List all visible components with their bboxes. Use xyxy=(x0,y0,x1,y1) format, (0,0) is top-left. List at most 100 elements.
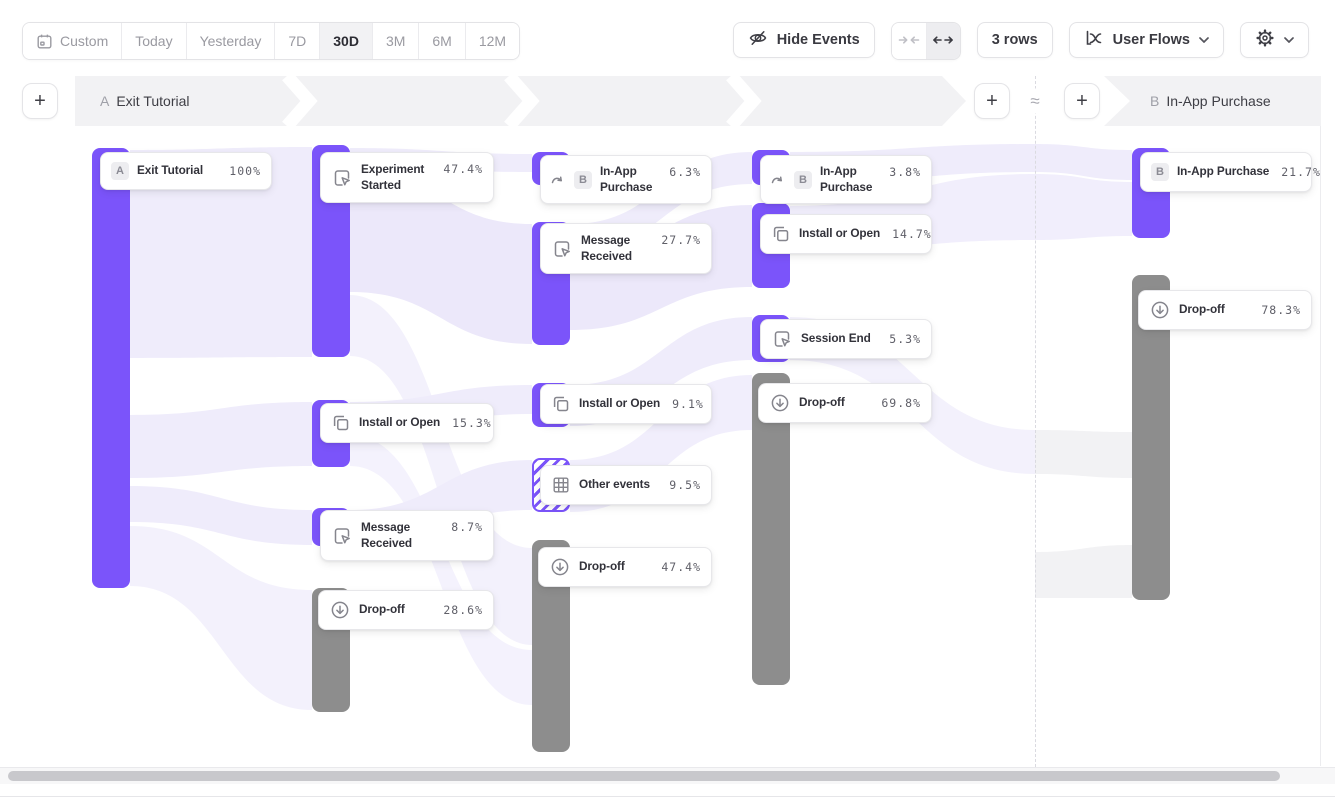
flow-card-drop-off[interactable]: Drop-off 78.3% xyxy=(1138,290,1312,330)
flow-node-label: Exit Tutorial xyxy=(137,163,203,178)
gear-icon xyxy=(1255,28,1275,52)
flow-node-label: Experiment Started xyxy=(361,162,425,192)
date-range-30d[interactable]: 30D xyxy=(319,23,372,59)
copy-icon xyxy=(331,413,351,433)
date-range-today[interactable]: Today xyxy=(121,23,186,59)
flow-b-header[interactable]: B In-App Purchase xyxy=(1104,76,1321,126)
grid-icon xyxy=(551,475,571,495)
flow-node-percent: 47.4% xyxy=(443,162,483,176)
horizontal-scrollbar-thumb[interactable] xyxy=(8,771,1280,781)
canvas-right-edge xyxy=(1320,76,1321,766)
rows-button[interactable]: 3 rows xyxy=(976,22,1053,58)
flow-card-session-end[interactable]: Session End 5.3% xyxy=(760,319,932,359)
date-range-label: Yesterday xyxy=(199,33,262,49)
flow-bar-exit-tutorial[interactable] xyxy=(92,148,130,588)
flow-card-install-or-open[interactable]: Install or Open 14.7% xyxy=(760,214,932,254)
flow-card-in-app-purchase[interactable]: B In-App Purchase 21.7% xyxy=(1140,152,1320,192)
flow-card-install-or-open[interactable]: Install or Open 9.1% xyxy=(540,384,712,424)
flow-card-drop-off[interactable]: Drop-off 69.8% xyxy=(758,383,932,423)
flow-card-in-app-purchase[interactable]: B In-App Purchase 6.3% xyxy=(540,155,712,204)
add-step-end-button[interactable]: + xyxy=(1064,83,1100,119)
flow-node-percent: 5.3% xyxy=(889,332,921,346)
flow-node-label: Install or Open xyxy=(799,226,881,241)
flow-node-percent: 69.8% xyxy=(881,396,921,410)
flow-node-label: Other events xyxy=(579,477,650,492)
flow-a-badge: A xyxy=(100,93,110,109)
settings-button[interactable] xyxy=(1240,22,1309,58)
flow-card-message-received[interactable]: Message Received 8.7% xyxy=(320,510,494,561)
flow-header: + A Exit Tutorial + ≈ + B In-App Purchas… xyxy=(0,76,1335,126)
chevron-down-icon xyxy=(1284,37,1294,43)
date-range-label: 6M xyxy=(432,33,452,49)
flow-node-percent: 8.7% xyxy=(451,520,483,534)
jump-icon xyxy=(771,173,786,186)
calendar-icon xyxy=(36,33,53,50)
collapse-expand-toggle xyxy=(890,22,961,60)
flow-node-label: Message Received xyxy=(581,233,633,263)
flow-badge-b: B xyxy=(1151,163,1169,181)
flow-node-label: Drop-off xyxy=(359,602,405,617)
collapse-columns-button[interactable] xyxy=(891,23,926,59)
flow-badge-a: A xyxy=(111,162,129,180)
flow-node-percent: 28.6% xyxy=(443,603,483,617)
flow-node-label: In-App Purchase xyxy=(600,164,653,194)
arrows-outward-icon xyxy=(932,34,954,49)
flow-node-label: Drop-off xyxy=(799,395,845,410)
flow-node-label: In-App Purchase xyxy=(820,164,873,194)
eye-off-icon xyxy=(748,28,768,52)
flow-node-label: Install or Open xyxy=(579,396,661,411)
view-selector-label: User Flows xyxy=(1112,32,1190,48)
flow-card-drop-off[interactable]: Drop-off 47.4% xyxy=(538,547,712,587)
date-range-6m[interactable]: 6M xyxy=(418,23,465,59)
dropoff-icon xyxy=(1149,299,1171,321)
add-step-before-end-button[interactable]: + xyxy=(974,83,1010,119)
flow-node-percent: 14.7% xyxy=(892,227,932,241)
jump-icon xyxy=(551,173,566,186)
flow-node-percent: 3.8% xyxy=(889,165,921,179)
date-range-yesterday[interactable]: Yesterday xyxy=(185,23,275,59)
expand-columns-button[interactable] xyxy=(925,23,960,59)
flow-card-message-received[interactable]: Message Received 27.7% xyxy=(540,223,712,274)
date-range-label: 7D xyxy=(288,33,307,49)
copy-icon xyxy=(771,224,791,244)
flow-node-percent: 27.7% xyxy=(661,233,701,247)
hide-events-button[interactable]: Hide Events xyxy=(732,22,875,58)
add-step-start-button[interactable]: + xyxy=(22,83,58,119)
date-range-custom[interactable]: Custom xyxy=(23,23,122,59)
flow-bar-drop-off[interactable] xyxy=(752,373,790,685)
flow-card-experiment-started[interactable]: Experiment Started 47.4% xyxy=(320,152,494,203)
toolbar: Custom Today Yesterday 7D 30D 3M 6M 12M Hide Ev… xyxy=(22,22,1309,60)
flow-card-other-events[interactable]: Other events 9.5% xyxy=(540,465,712,505)
dropoff-icon xyxy=(329,599,351,621)
date-range-label: 30D xyxy=(333,33,359,49)
date-range-label: 12M xyxy=(478,33,507,49)
flow-section-divider xyxy=(1035,76,1036,767)
flow-node-percent: 9.5% xyxy=(669,478,701,492)
flow-node-label: In-App Purchase xyxy=(1177,164,1270,179)
flow-card-exit-tutorial[interactable]: A Exit Tutorial 100% xyxy=(100,152,272,190)
arrows-inward-icon xyxy=(898,34,920,49)
flow-node-label: Session End xyxy=(801,331,871,346)
flow-card-drop-off[interactable]: Drop-off 28.6% xyxy=(318,590,494,630)
flow-card-install-or-open[interactable]: Install or Open 15.3% xyxy=(320,403,494,443)
flow-b-label: In-App Purchase xyxy=(1166,93,1271,109)
date-range-label: 3M xyxy=(385,33,406,49)
flow-b-badge: B xyxy=(1150,93,1160,109)
flow-node-label: Drop-off xyxy=(1179,302,1225,317)
flow-node-percent: 9.1% xyxy=(672,397,704,411)
flows-chart-icon xyxy=(1084,28,1104,52)
toolbar-right: Hide Events xyxy=(732,22,1309,60)
flow-node-percent: 21.7% xyxy=(1281,165,1321,179)
flow-a-label: Exit Tutorial xyxy=(116,93,190,109)
date-range-12m[interactable]: 12M xyxy=(464,23,520,59)
flow-a-header[interactable]: A Exit Tutorial xyxy=(75,76,966,126)
date-range-3m[interactable]: 3M xyxy=(371,23,419,59)
dropoff-icon xyxy=(549,556,571,578)
view-selector-button[interactable]: User Flows xyxy=(1068,22,1224,58)
date-range-7d[interactable]: 7D xyxy=(274,23,320,59)
horizontal-scrollbar[interactable] xyxy=(0,767,1335,784)
flow-badge-b: B xyxy=(794,170,812,189)
flow-card-in-app-purchase[interactable]: B In-App Purchase 3.8% xyxy=(760,155,932,204)
flow-node-label: Message Received xyxy=(361,520,413,550)
